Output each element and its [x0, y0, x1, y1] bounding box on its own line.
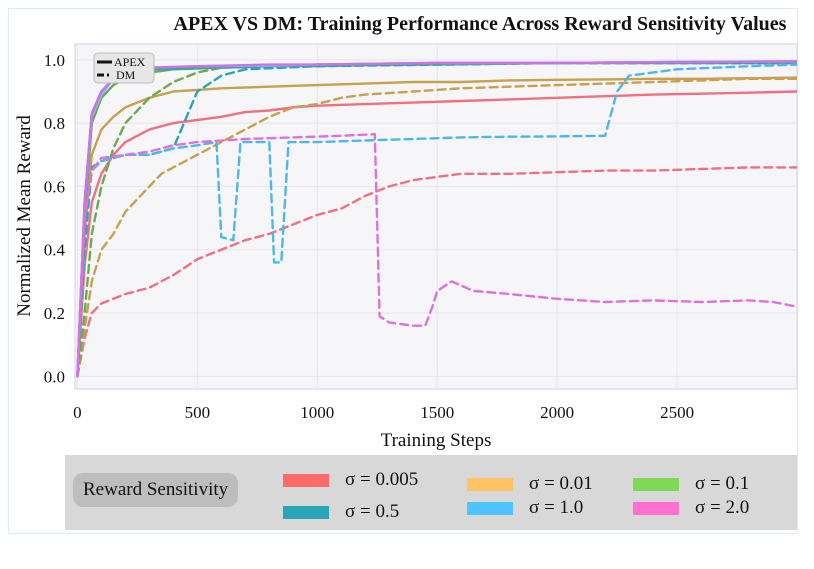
- legend-label-001: σ = 0.01: [529, 473, 593, 494]
- x-axis-label: Training Steps: [381, 430, 492, 451]
- line-style-legend: APEX DM: [93, 52, 155, 84]
- legend-label-20: σ = 2.0: [695, 497, 750, 518]
- legend-swatch-001: [467, 477, 513, 491]
- style-legend-dm: DM: [116, 68, 136, 82]
- style-legend-apex: APEX: [114, 55, 146, 69]
- x-tick-label: 2500: [660, 403, 694, 422]
- legend-swatch-0005: [283, 473, 329, 487]
- gridlines: [75, 44, 797, 389]
- tick-labels: 0 500 1000 1500 2000 2500 0.0 0.2 0.4 0.6 0.8 1.0: [44, 51, 694, 422]
- legend-label-01: σ = 0.1: [695, 473, 750, 494]
- series-line-3: [76, 77, 797, 378]
- color-legend: Reward Sensitivity σ = 0.005 σ = 0.01 σ …: [65, 455, 797, 530]
- legend-entry-20: σ = 2.0: [633, 497, 749, 519]
- y-tick-label: 0.4: [44, 241, 66, 260]
- series-line-2: [76, 76, 797, 378]
- y-axis-label: Normalized Mean Reward: [14, 115, 35, 317]
- x-tick-label: 1000: [300, 403, 334, 422]
- y-tick-label: 0.2: [44, 304, 65, 323]
- legend-label-10: σ = 1.0: [529, 497, 584, 518]
- series-line-11: [76, 133, 797, 378]
- legend-swatch-20: [633, 501, 679, 515]
- legend-swatch-05: [283, 505, 329, 519]
- legend-label-0005: σ = 0.005: [345, 469, 419, 490]
- legend-swatch-10: [467, 501, 513, 515]
- legend-label-05: σ = 0.5: [345, 501, 400, 522]
- series-layer: [76, 60, 797, 378]
- legend-entry-0005: σ = 0.005: [283, 469, 418, 491]
- series-line-9: [76, 63, 797, 378]
- legend-title: Reward Sensitivity: [73, 473, 239, 507]
- x-tick-label: 500: [185, 403, 211, 422]
- series-line-1: [76, 166, 797, 378]
- y-tick-label: 0.8: [44, 114, 65, 133]
- plot-area: [74, 43, 798, 390]
- y-tick-label: 1.0: [44, 51, 65, 70]
- legend-entry-10: σ = 1.0: [467, 497, 583, 519]
- x-tick-label: 2000: [540, 403, 574, 422]
- x-tick-label: 1500: [420, 403, 454, 422]
- y-tick-label: 0.6: [44, 177, 65, 196]
- legend-entry-05: σ = 0.5: [283, 501, 399, 523]
- x-tick-label: 0: [73, 403, 82, 422]
- legend-swatch-01: [633, 477, 679, 491]
- legend-entry-01: σ = 0.1: [633, 473, 749, 495]
- chart-title: APEX VS DM: Training Performance Across …: [174, 13, 787, 35]
- legend-entry-001: σ = 0.01: [467, 473, 593, 495]
- y-tick-label: 0.0: [44, 367, 65, 386]
